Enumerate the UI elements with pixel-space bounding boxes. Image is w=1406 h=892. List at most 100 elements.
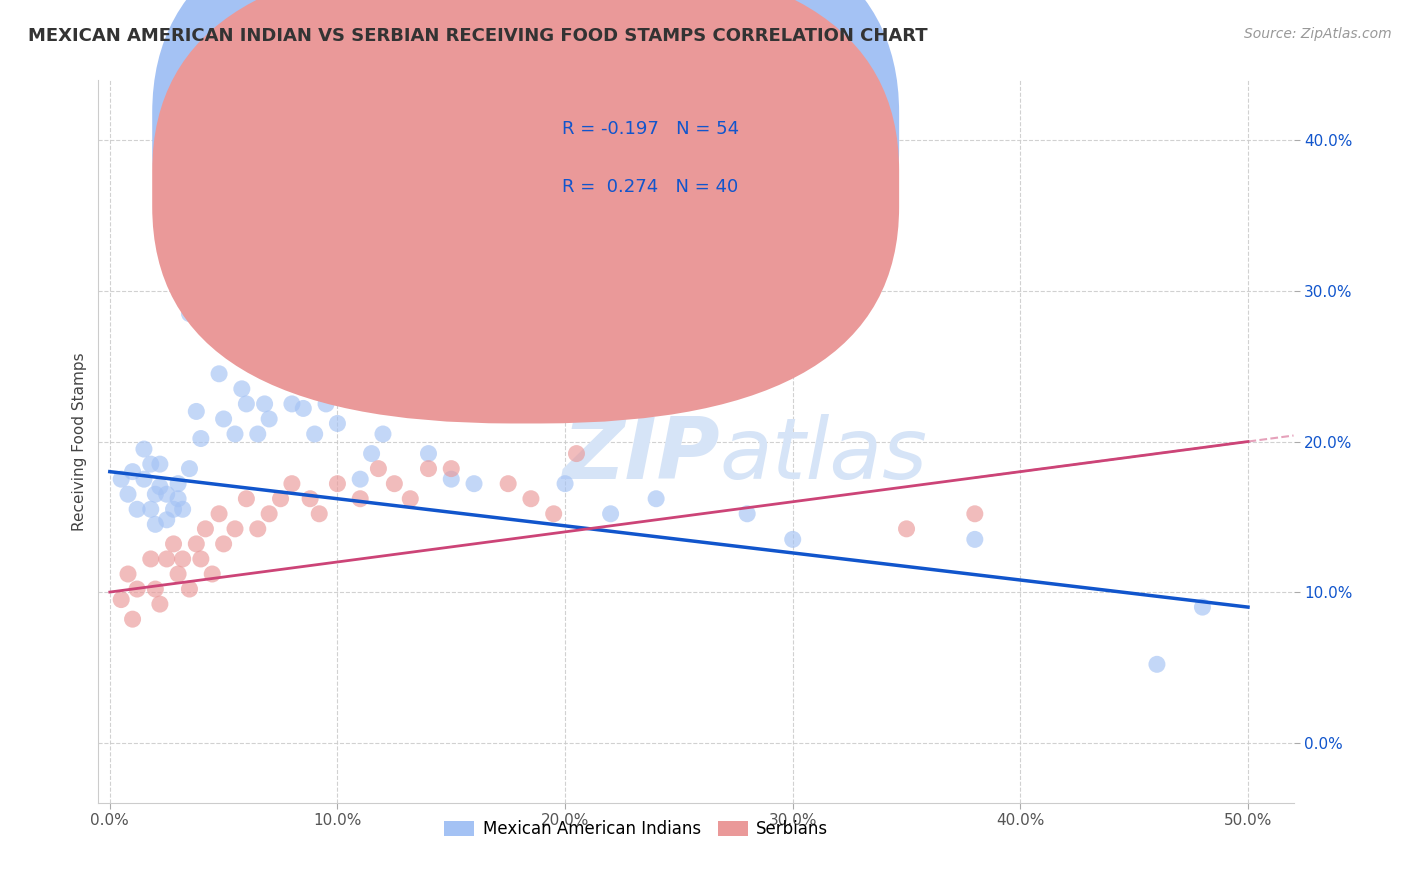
Point (190, 432, 212, 446)
Point (127, 502, 149, 516)
Point (496, 476, 519, 491)
Point (149, 480, 172, 494)
Point (231, 382, 253, 396)
Point (143, 517, 166, 532)
Point (963, 507, 986, 521)
Point (132, 442, 155, 456)
Point (121, 465, 143, 479)
Point (315, 397, 337, 411)
Point (194, 522, 217, 536)
Point (186, 537, 208, 551)
Point (326, 417, 349, 431)
Point (167, 491, 190, 506)
Text: Source: ZipAtlas.com: Source: ZipAtlas.com (1244, 27, 1392, 41)
Point (782, 533, 804, 547)
Point (201, 567, 224, 582)
Point (208, 507, 231, 521)
Point (172, 502, 194, 516)
Point (645, 491, 668, 506)
Point (132, 472, 155, 486)
Point (139, 502, 162, 516)
Point (139, 552, 162, 566)
Point (395, 224, 418, 238)
Point (179, 307, 201, 321)
Point (308, 507, 330, 521)
Point (474, 220, 496, 235)
Point (418, 461, 440, 475)
Text: R =  0.274   N = 40: R = 0.274 N = 40 (562, 178, 738, 196)
Point (253, 397, 276, 411)
Point (179, 582, 201, 596)
Point (162, 537, 184, 551)
Legend: Mexican American Indians, Serbians: Mexican American Indians, Serbians (437, 814, 835, 845)
Point (149, 457, 172, 471)
Point (110, 472, 132, 486)
Point (190, 552, 212, 566)
Point (235, 397, 257, 411)
Point (326, 476, 349, 491)
Point (1191, 600, 1213, 615)
Point (257, 412, 280, 426)
Point (463, 476, 485, 491)
Point (224, 427, 246, 442)
Point (360, 446, 382, 460)
Point (156, 513, 179, 527)
Point (172, 552, 194, 566)
Point (565, 446, 588, 460)
Point (371, 427, 394, 442)
Text: atlas: atlas (720, 415, 928, 498)
Point (212, 412, 235, 426)
Point (139, 457, 162, 471)
Point (194, 257, 217, 271)
Point (246, 427, 269, 442)
Point (143, 582, 166, 596)
Point (270, 371, 292, 385)
Point (418, 446, 440, 460)
Point (367, 461, 389, 475)
Point (117, 567, 139, 582)
Point (349, 491, 371, 506)
Point (212, 537, 235, 551)
Point (190, 216, 212, 230)
Point (167, 567, 190, 582)
Point (208, 367, 231, 381)
Point (349, 472, 371, 486)
Text: ZIP: ZIP (562, 415, 720, 498)
Point (117, 487, 139, 501)
Point (304, 427, 326, 442)
Text: R = -0.197   N = 54: R = -0.197 N = 54 (562, 120, 740, 138)
Point (292, 401, 315, 416)
Point (257, 507, 280, 521)
Text: MEXICAN AMERICAN INDIAN VS SERBIAN RECEIVING FOOD STAMPS CORRELATION CHART: MEXICAN AMERICAN INDIAN VS SERBIAN RECEI… (28, 27, 928, 45)
Point (246, 522, 269, 536)
Point (735, 507, 758, 521)
Point (299, 491, 322, 506)
FancyBboxPatch shape (152, 0, 900, 424)
Point (440, 472, 463, 486)
Y-axis label: Receiving Food Stamps: Receiving Food Stamps (72, 352, 87, 531)
Point (543, 507, 565, 521)
FancyBboxPatch shape (152, 0, 900, 366)
Point (520, 491, 543, 506)
Point (281, 476, 304, 491)
Point (896, 522, 918, 536)
Point (149, 597, 172, 611)
Point (110, 592, 132, 607)
Point (399, 491, 422, 506)
Point (235, 491, 257, 506)
Point (224, 522, 246, 536)
Point (1146, 657, 1168, 672)
Point (121, 612, 143, 626)
Point (186, 404, 208, 418)
Point (143, 487, 166, 501)
Point (127, 582, 149, 596)
Point (281, 397, 304, 411)
Point (270, 491, 292, 506)
Point (156, 552, 179, 566)
Point (201, 296, 224, 310)
Point (382, 476, 405, 491)
Point (440, 461, 463, 475)
Point (179, 461, 201, 475)
Point (167, 476, 190, 491)
Point (599, 507, 621, 521)
